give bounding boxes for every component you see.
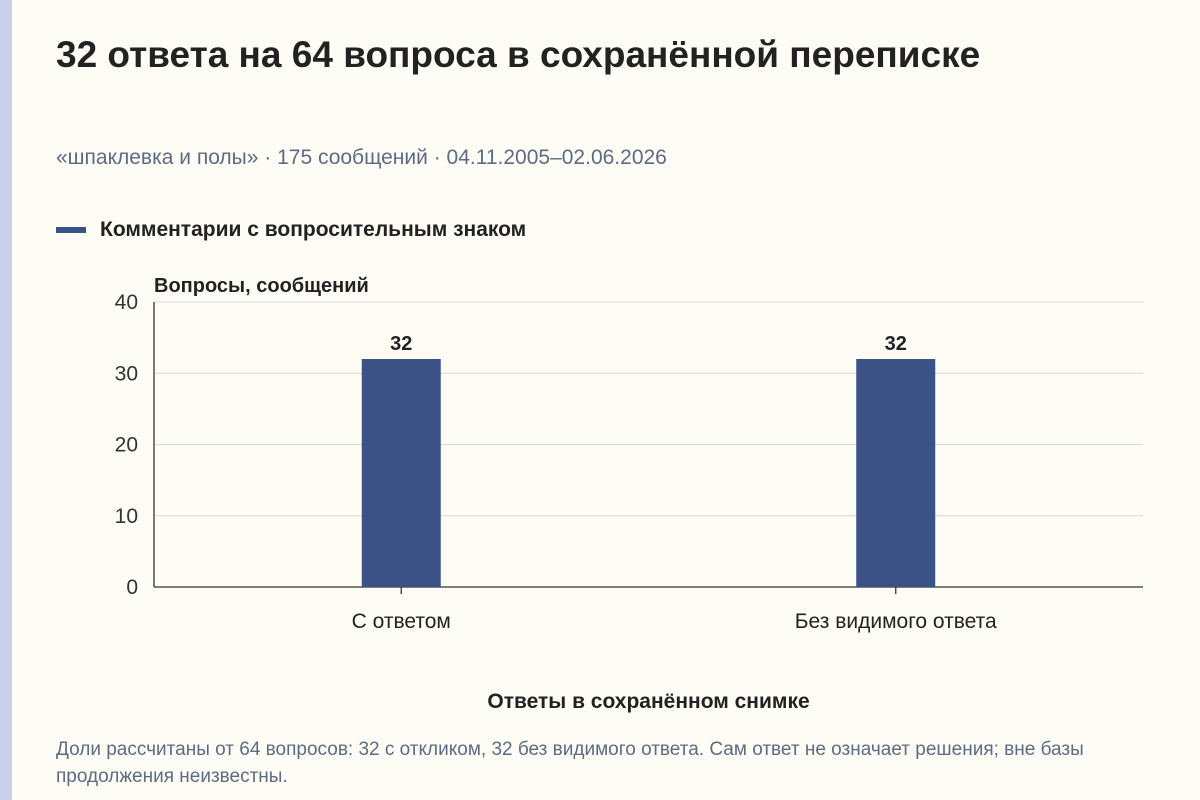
y-tick-label: 20: [115, 434, 138, 457]
y-axis-label: Вопросы, сообщений: [154, 275, 369, 297]
y-tick-label: 40: [115, 291, 138, 314]
bar-1: [361, 359, 441, 587]
y-tick-label: 10: [115, 505, 138, 528]
bar-2: [856, 359, 936, 587]
footnote: Доли рассчитаны от 64 вопросов: 32 с отк…: [56, 739, 1084, 787]
data-label: 32: [390, 333, 412, 355]
y-tick-label: 0: [126, 576, 138, 599]
y-tick-label: 30: [115, 362, 138, 385]
legend: Комментарии с вопросительным знаком: [56, 218, 526, 242]
x-tick-label: С ответом: [352, 610, 451, 633]
legend-label: Комментарии с вопросительным знаком: [100, 218, 527, 241]
left-accent-bar: [0, 0, 12, 800]
x-axis-label: Ответы в сохранённом снимке: [487, 690, 809, 713]
chart-subtitle: «шпаклевка и полы» · 175 сообщений · 04.…: [56, 146, 667, 169]
chart-title: 32 ответа на 64 вопроса в сохранённой пе…: [56, 34, 981, 75]
data-label: 32: [885, 333, 907, 355]
legend-swatch: [56, 227, 86, 233]
x-tick-label: Без видимого ответа: [795, 610, 997, 633]
